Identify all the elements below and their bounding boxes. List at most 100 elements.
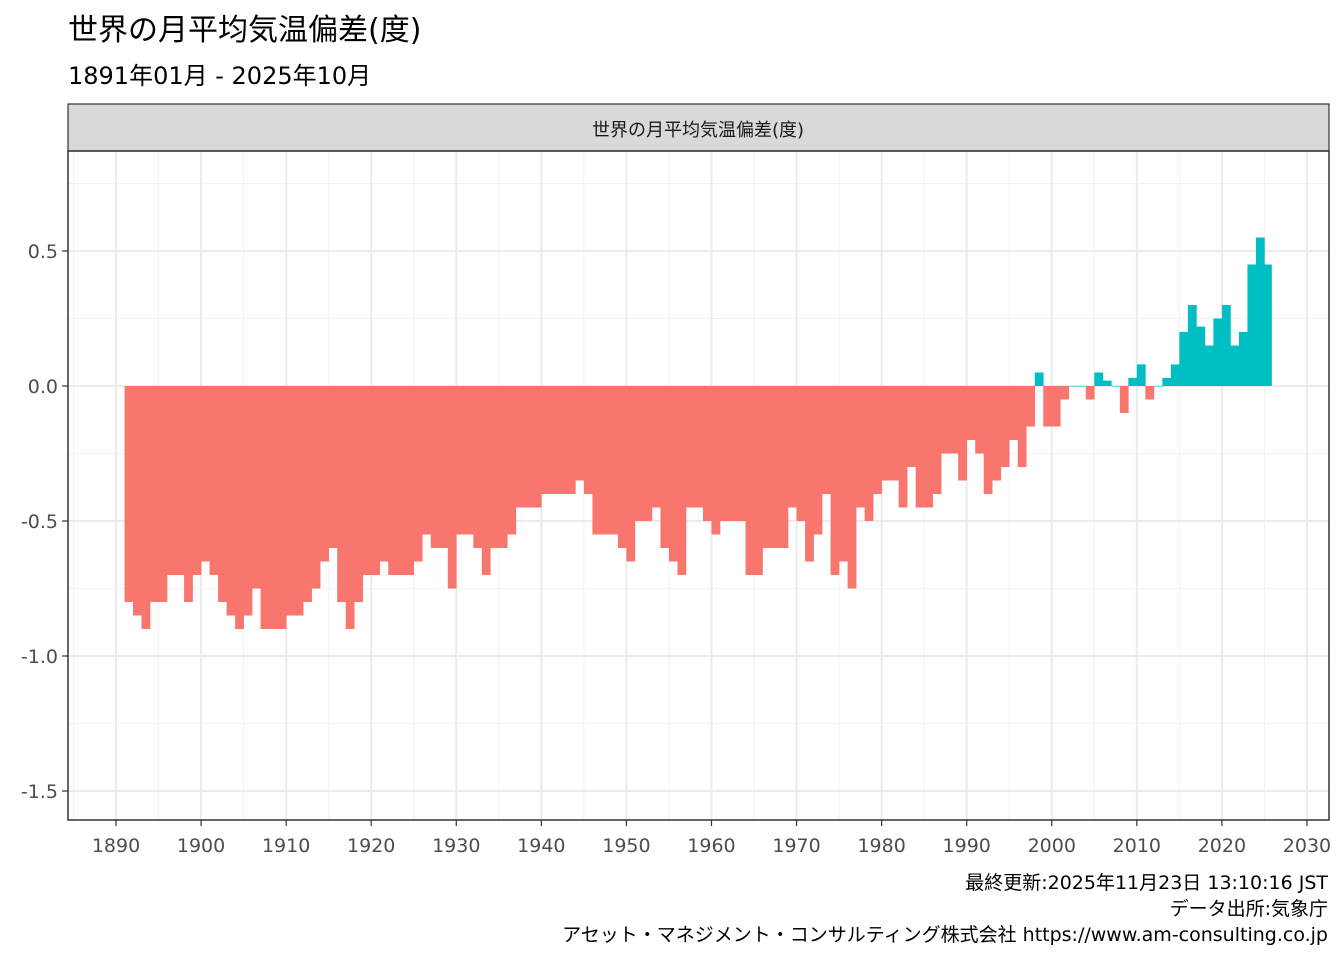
bar-1901 (209, 386, 219, 575)
bar-1937 (515, 386, 525, 508)
bar-1968 (779, 386, 789, 548)
bar-1921 (379, 386, 389, 562)
bar-2005 (1094, 372, 1104, 386)
bar-1926 (422, 386, 432, 535)
bar-2013 (1162, 377, 1172, 386)
bar-1929 (447, 386, 457, 589)
bar-1951 (634, 386, 644, 521)
bar-1986 (932, 386, 942, 494)
bar-1895 (158, 386, 168, 602)
bar-1963 (737, 386, 746, 521)
bar-1978 (864, 386, 874, 521)
chart-subtitle: 1891年01月 - 2025年10月 (68, 62, 371, 90)
x-tick-label: 2020 (1198, 835, 1246, 857)
bar-1904 (235, 386, 244, 629)
bar-1952 (643, 386, 653, 521)
bar-1940 (541, 386, 551, 494)
bar-1996 (1017, 386, 1027, 467)
y-tick-label: -0.5 (21, 511, 58, 533)
bar-1894 (150, 386, 159, 602)
y-tick-label: -1.5 (21, 781, 58, 803)
bar-1931 (464, 386, 474, 535)
bar-1893 (141, 386, 151, 629)
bar-1959 (702, 386, 712, 521)
x-tick-label: 2010 (1113, 835, 1161, 857)
bar-2012 (1153, 386, 1163, 387)
x-tick-label: 1940 (517, 835, 565, 857)
bar-1969 (788, 386, 797, 508)
bar-1961 (719, 386, 729, 521)
bar-2008 (1119, 386, 1129, 413)
x-tick-label: 2030 (1283, 835, 1331, 857)
bar-1897 (175, 386, 185, 575)
bar-1976 (847, 386, 857, 589)
x-tick-label: 2000 (1028, 835, 1076, 857)
bar-2019 (1213, 318, 1223, 386)
caption-updated: 最終更新:2025年11月23日 13:10:16 JST (965, 872, 1328, 894)
bar-1939 (532, 386, 542, 508)
bar-2011 (1145, 386, 1155, 400)
bar-1943 (566, 386, 576, 494)
bar-1970 (796, 386, 806, 521)
bar-1898 (184, 386, 193, 602)
bar-1936 (507, 386, 517, 535)
x-tick-label: 1900 (177, 835, 225, 857)
bar-1919 (362, 386, 372, 575)
x-tick-label: 1930 (432, 835, 480, 857)
bar-2014 (1170, 364, 1180, 386)
x-tick-label: 1910 (262, 835, 310, 857)
facet-strip (67, 103, 1330, 152)
bar-1906 (252, 386, 261, 589)
x-tick-label: 1990 (943, 835, 991, 857)
bar-1981 (890, 386, 899, 481)
bar-1975 (839, 386, 848, 562)
x-tick-label: 1970 (772, 835, 820, 857)
bar-1958 (694, 386, 704, 508)
bar-1948 (609, 386, 619, 535)
bar-1997 (1026, 386, 1036, 427)
bar-1972 (813, 386, 823, 535)
bar-1979 (873, 386, 882, 494)
x-tick-label: 1950 (602, 835, 650, 857)
x-tick-label: 1980 (857, 835, 905, 857)
bar-1900 (201, 386, 210, 562)
bar-1985 (924, 386, 933, 508)
bar-1927 (430, 386, 440, 548)
bar-1990 (966, 386, 976, 440)
bar-1983 (907, 386, 916, 467)
bar-1896 (167, 386, 176, 575)
bar-1984 (915, 386, 925, 508)
bar-1907 (260, 386, 270, 629)
bar-2004 (1085, 386, 1095, 400)
bar-1992 (983, 386, 993, 494)
bar-1942 (558, 386, 568, 494)
bar-1902 (218, 386, 227, 602)
bar-2025 (1264, 264, 1272, 386)
bar-1989 (958, 386, 967, 481)
bar-1915 (328, 386, 338, 548)
bar-2009 (1128, 377, 1138, 386)
bar-2001 (1060, 386, 1070, 400)
bar-1965 (754, 386, 763, 575)
chart-title: 世界の月平均気温偏差(度) (68, 13, 421, 48)
bar-1924 (405, 386, 415, 575)
facet-label: 世界の月平均気温偏差(度) (592, 120, 804, 141)
bar-1956 (677, 386, 687, 575)
bar-2017 (1196, 326, 1206, 386)
y-tick-label: 0.0 (28, 376, 58, 398)
bar-1903 (226, 386, 236, 616)
bars (124, 237, 1272, 629)
bar-1938 (524, 386, 534, 508)
bar-1980 (881, 386, 891, 481)
y-tick-label: -1.0 (21, 646, 58, 668)
bar-1995 (1009, 386, 1019, 440)
bar-1912 (303, 386, 312, 602)
bar-1957 (685, 386, 695, 508)
bar-1987 (941, 386, 950, 454)
bar-1928 (439, 386, 449, 548)
bar-1899 (192, 386, 202, 575)
bar-2010 (1136, 364, 1146, 386)
bar-1998 (1034, 372, 1044, 386)
bar-1935 (498, 386, 508, 548)
